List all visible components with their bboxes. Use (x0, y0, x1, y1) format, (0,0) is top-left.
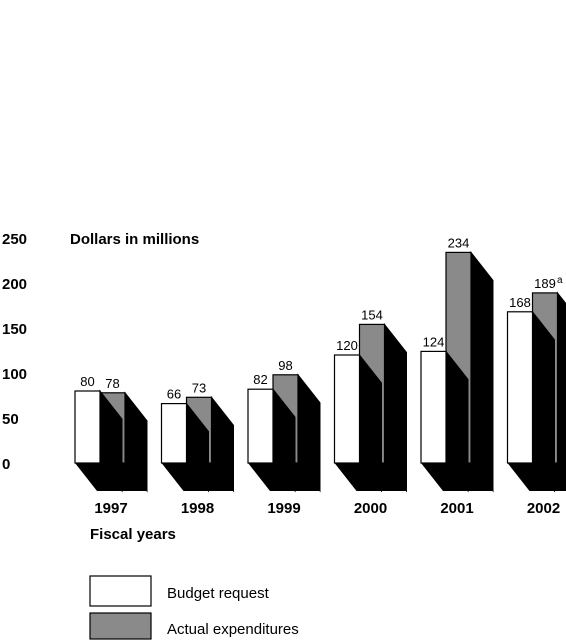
x-tick-label-2002: 2002 (527, 500, 560, 517)
data-label-actual-1999: 98 (278, 358, 292, 373)
bar-budget-2002-front (506, 311, 534, 464)
bar-actual-2000-side (384, 322, 407, 493)
bar-budget-1997 (74, 389, 123, 493)
y-tick-label-100: 100 (2, 366, 27, 383)
data-label-budget-1998: 66 (167, 387, 181, 402)
x-tick-label-1997: 1997 (94, 500, 127, 517)
x-tick-label-2001: 2001 (440, 500, 473, 517)
legend: Budget request Actual expenditures (89, 575, 299, 640)
y-tick-label-50: 50 (2, 411, 19, 428)
bar-budget-1998-front (160, 403, 188, 464)
y-tick-label-250: 250 (2, 231, 27, 248)
bar-budget-2002-side (532, 310, 555, 493)
y-axis-ticks: 0 50 100 150 200 250 (2, 231, 27, 473)
annotation-2002: a (557, 275, 563, 286)
data-label-budget-2002: 168 (509, 295, 531, 310)
bar-budget-2001 (420, 349, 469, 493)
bar-budget-2000 (333, 353, 382, 493)
data-label-budget-1999: 82 (253, 372, 267, 387)
bar-budget-2002 (506, 310, 555, 493)
x-tick-label-2000: 2000 (354, 500, 387, 517)
bar-budget-2000-front (333, 354, 361, 464)
legend-label-budget-request: Budget request (167, 585, 270, 602)
x-axis-ticks: 1997 1998 1999 2000 2001 2002 (94, 500, 560, 517)
bar-actual-2002-side (557, 291, 566, 475)
data-label-budget-2000: 120 (336, 338, 358, 353)
data-label-actual-1997: 78 (105, 376, 119, 391)
bar-actual-2001-side (470, 250, 494, 493)
x-tick-label-1998: 1998 (181, 500, 214, 517)
data-label-budget-2001: 124 (423, 334, 445, 349)
data-label-actual-2000: 154 (361, 307, 383, 322)
data-label-actual-2002: 189 (534, 276, 556, 291)
legend-swatch-actual-expenditures (89, 612, 152, 640)
bar-budget-2001-front (420, 350, 447, 464)
data-label-actual-1998: 73 (192, 380, 206, 395)
bar-budget-1998 (160, 402, 209, 493)
x-tick-label-1999: 1999 (267, 500, 300, 517)
legend-swatch-budget-request (89, 575, 152, 607)
data-label-budget-1997: 80 (80, 374, 94, 389)
bar-budget-1999 (247, 387, 296, 493)
legend-label-actual-expenditures: Actual expenditures (167, 621, 299, 638)
bar-budget-1997-front (74, 390, 101, 464)
data-label-actual-2001: 234 (448, 235, 470, 250)
y-axis-label: Dollars in millions (70, 231, 199, 248)
bar-budget-1999-front (247, 388, 274, 464)
y-tick-label-150: 150 (2, 321, 27, 338)
y-tick-label-0: 0 (2, 456, 10, 473)
x-axis-label: Fiscal years (90, 526, 176, 543)
y-tick-label-200: 200 (2, 276, 27, 293)
